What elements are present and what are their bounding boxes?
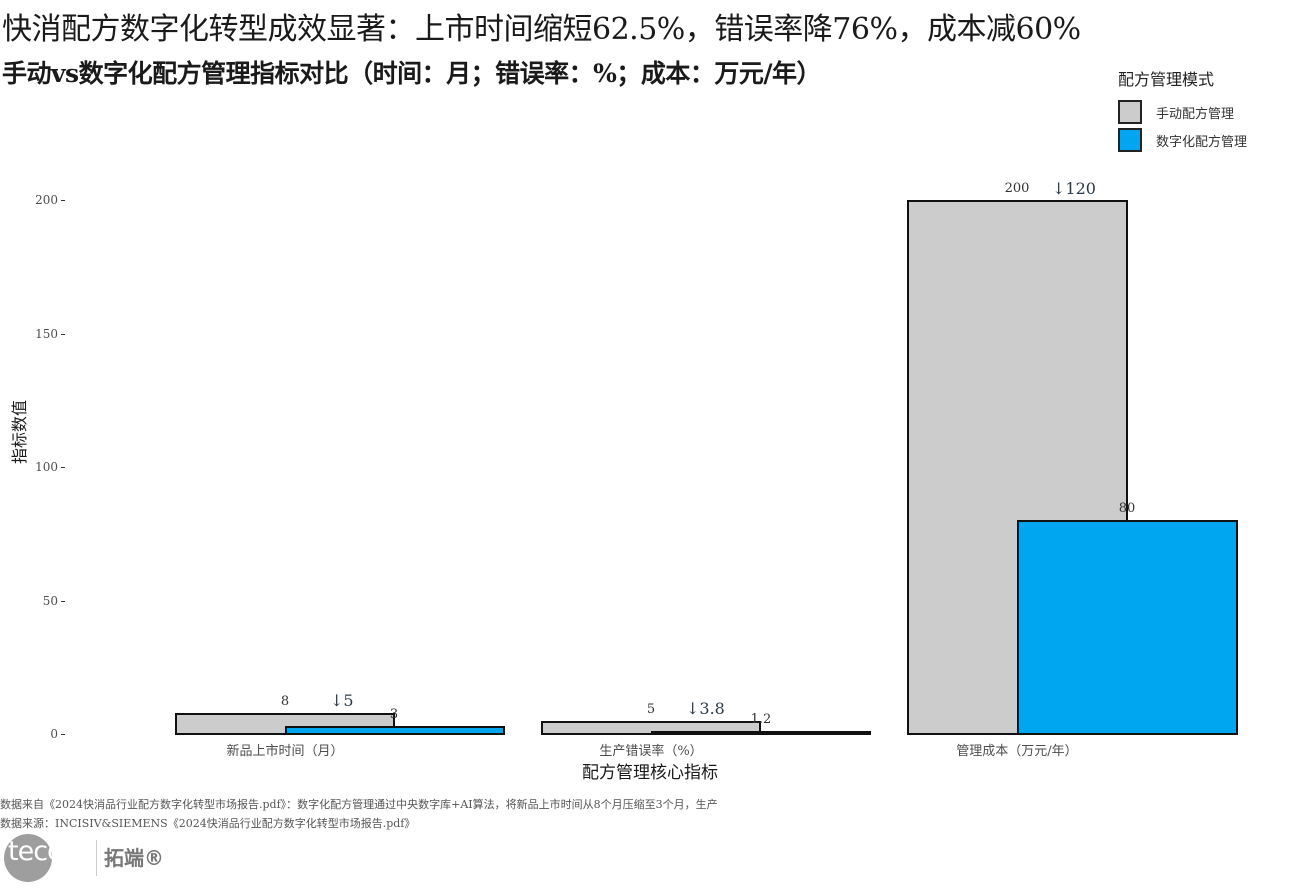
logo-divider (96, 840, 97, 876)
y-tick-mark (61, 334, 65, 335)
delta-label-cost: ↓120 (1052, 179, 1096, 198)
logo (4, 834, 52, 882)
legend-item-digital: 数字化配方管理 (1118, 126, 1247, 154)
y-tick-mark (61, 601, 65, 602)
footnote-source: 数据来源：INCISIV&SIEMENS《2024快消品行业配方数字化转型市场报… (0, 817, 416, 830)
x-axis-title: 配方管理核心指标 (582, 763, 718, 783)
x-category-error: 生产错误率（%） (599, 744, 703, 759)
legend: 配方管理模式 手动配方管理 数字化配方管理 (1118, 68, 1247, 154)
legend-title: 配方管理模式 (1118, 70, 1215, 89)
logo-circle-icon (4, 834, 52, 882)
legend-swatch-digital (1118, 128, 1142, 152)
bar-digital-error (651, 731, 871, 735)
logo-cn: 拓端® (104, 846, 164, 870)
chart-subtitle: 手动vs数字化配方管理指标对比（时间：月；错误率：%；成本：万元/年） (2, 59, 822, 88)
footnote-description: 数据来自《2024快消品行业配方数字化转型市场报告.pdf》：数字化配方管理通过… (0, 798, 718, 811)
value-label-digital-cost: 80 (1118, 501, 1136, 516)
value-label-digital-time: 3 (389, 707, 399, 722)
y-tick-mark (61, 200, 65, 201)
logo-brand: tecdat (8, 836, 89, 867)
value-label-manual-cost: 200 (1004, 181, 1030, 196)
chart-title: 快消配方数字化转型成效显著：上市时间缩短62.5%，错误率降76%，成本减60% (2, 12, 1081, 47)
y-tick-0: 0 (50, 727, 58, 741)
legend-item-manual: 手动配方管理 (1118, 98, 1247, 126)
bar-digital-time (285, 726, 505, 735)
x-category-cost: 管理成本（万元/年） (956, 744, 1078, 759)
x-category-time: 新品上市时间（月） (226, 744, 344, 759)
y-tick-100: 100 (35, 460, 58, 474)
delta-label-error: ↓3.8 (686, 699, 725, 718)
y-axis-title: 指标数值 (10, 399, 30, 465)
legend-label-manual: 手动配方管理 (1156, 106, 1235, 122)
y-tick-50: 50 (42, 594, 58, 608)
legend-swatch-manual (1118, 100, 1142, 124)
value-label-manual-time: 8 (280, 694, 290, 709)
y-tick-200: 200 (35, 193, 58, 207)
y-tick-150: 150 (35, 327, 58, 341)
value-label-digital-error: 1.2 (750, 712, 772, 727)
y-tick-mark (61, 467, 65, 468)
legend-label-digital: 数字化配方管理 (1156, 134, 1248, 150)
value-label-manual-error: 5 (646, 702, 656, 717)
bar-digital-cost (1017, 520, 1238, 735)
delta-label-time: ↓5 (330, 691, 354, 710)
y-tick-mark (61, 734, 65, 735)
